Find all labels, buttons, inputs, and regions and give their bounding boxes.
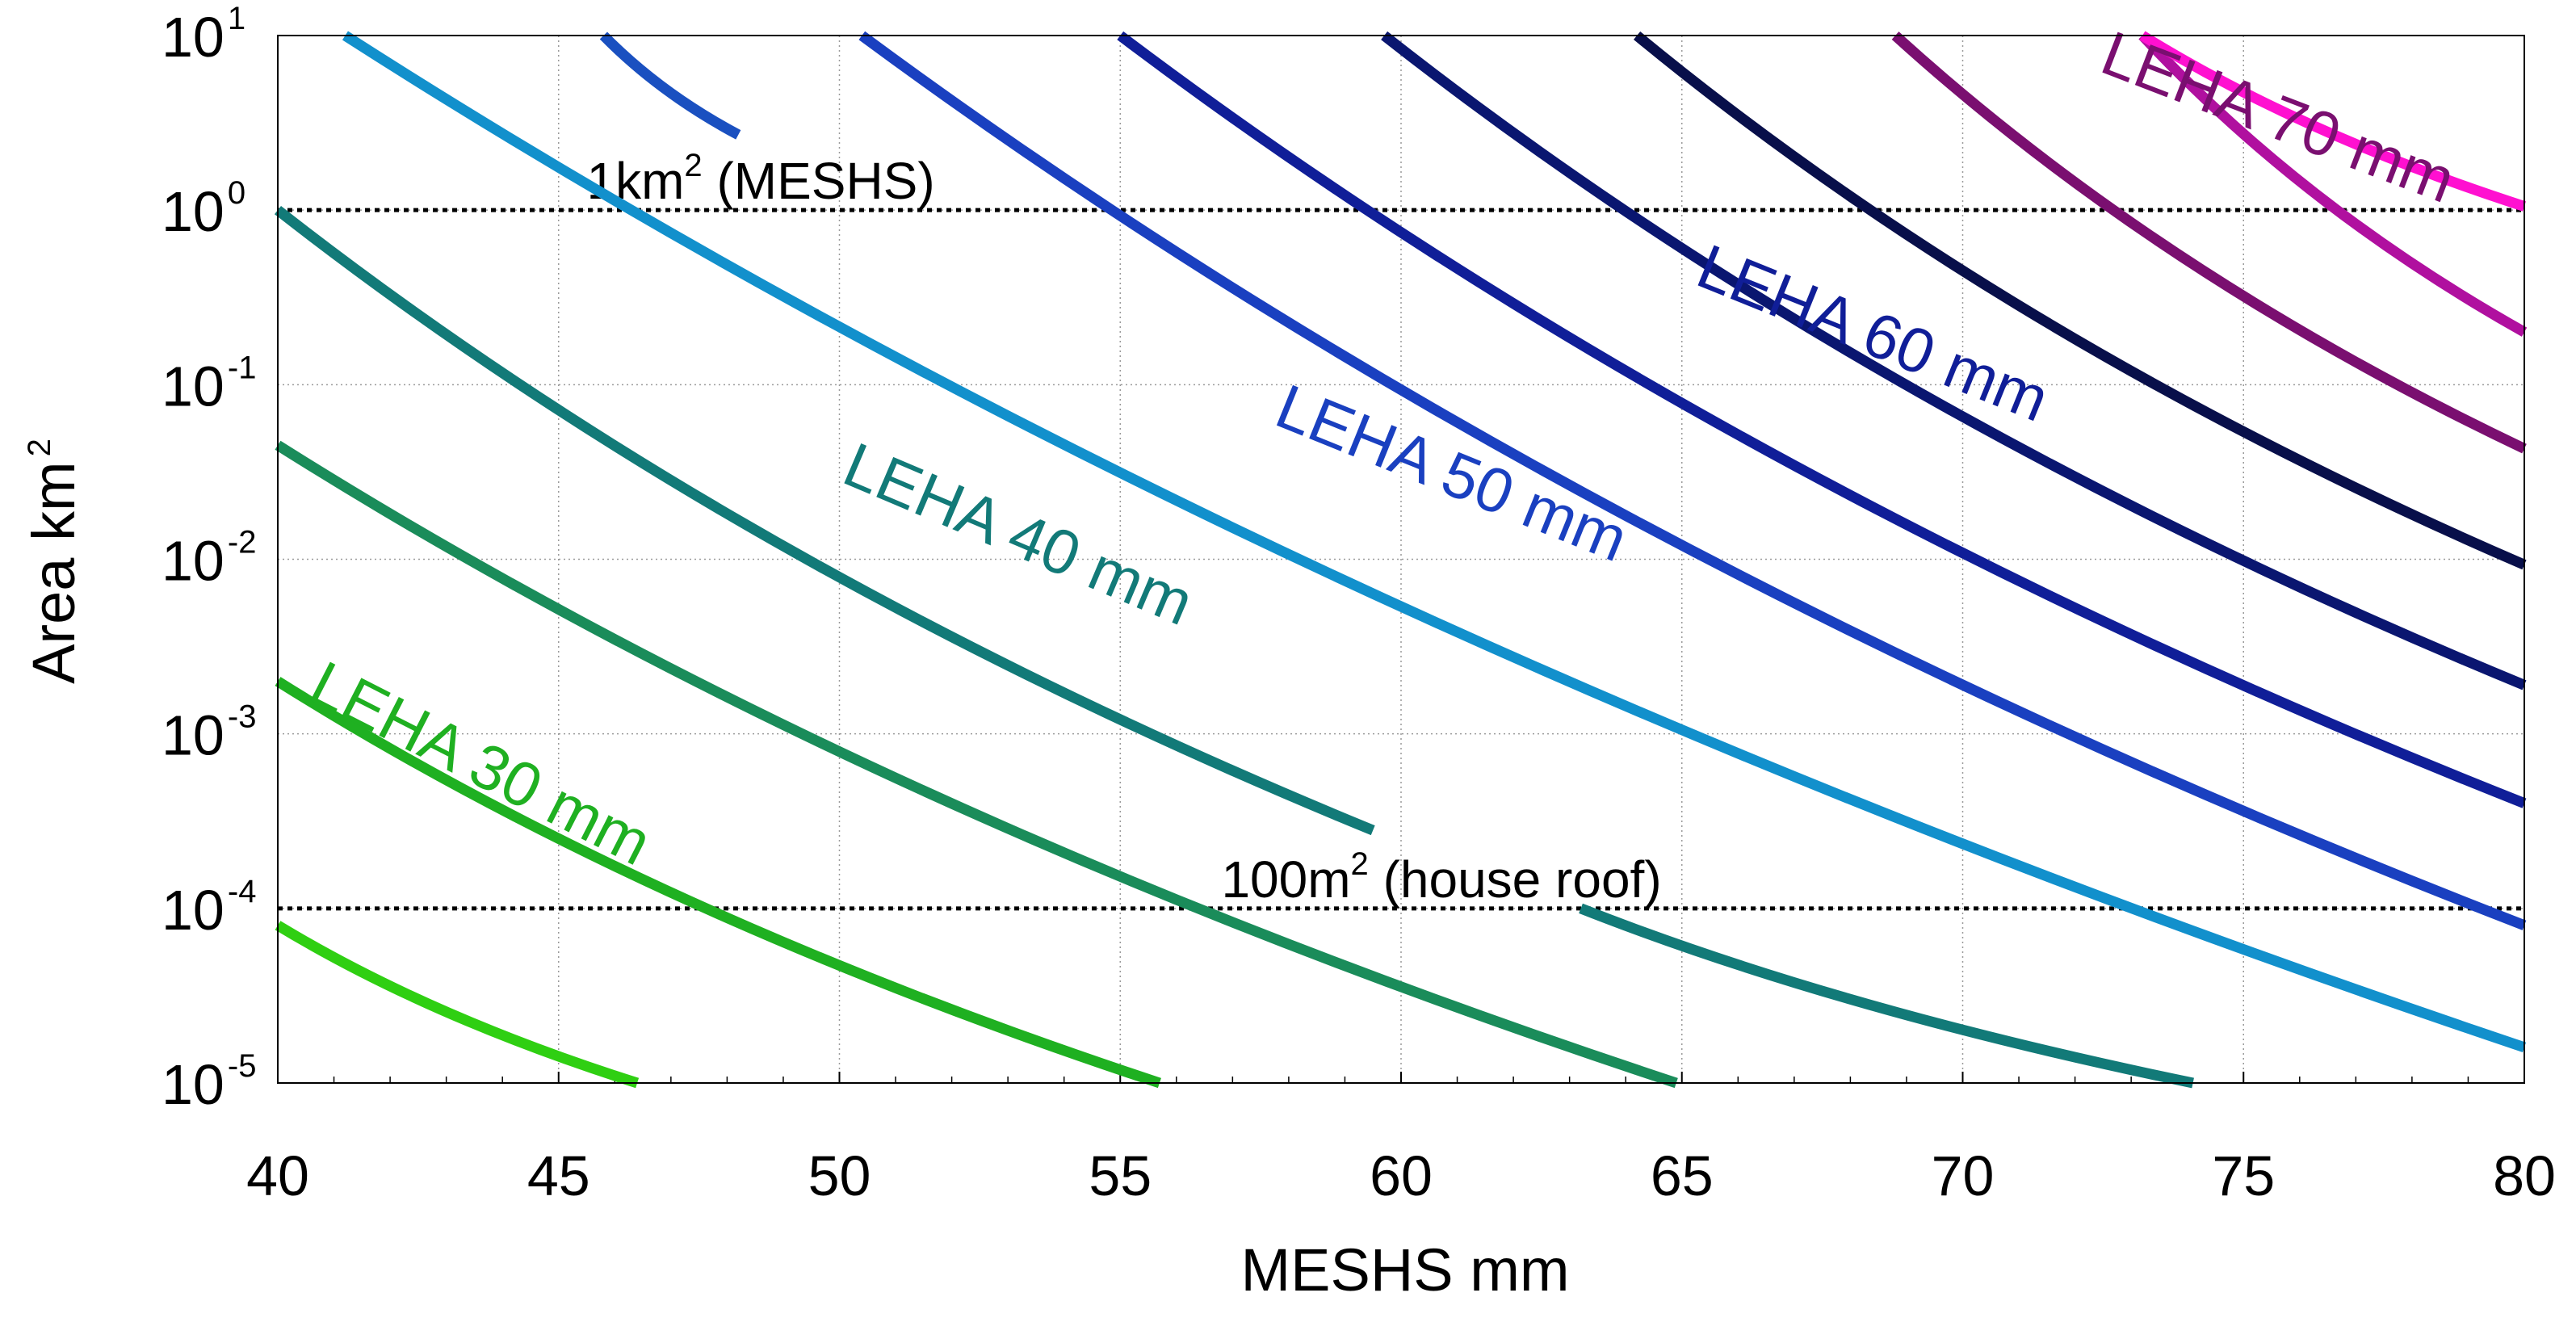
reference-line-label: 1km2 (MESHS): [587, 148, 935, 210]
series-line: [2138, 31, 2528, 337]
series-line: [1381, 31, 2527, 690]
series-label: LEHA 70 mm: [2092, 17, 2465, 216]
y-tick-label: 10 -3: [162, 699, 256, 767]
x-tick-label: 55: [1089, 1144, 1152, 1207]
series-line: [1891, 31, 2527, 454]
plot-frame: [277, 35, 2525, 1084]
series-line: [275, 677, 1161, 1089]
x-tick-label: 60: [1370, 1144, 1433, 1207]
series-line: [858, 31, 2527, 930]
series-line: [2139, 31, 2527, 212]
series-line: [1579, 903, 2194, 1089]
series-line: [275, 921, 640, 1089]
series-line: [275, 440, 1678, 1089]
y-tick-label: 10 -1: [162, 350, 256, 418]
series-label: LEHA 50 mm: [1267, 370, 1638, 575]
x-tick-label: 80: [2493, 1144, 2556, 1207]
x-tick-labels: 40 45 50 55 60 65 70 75 80: [246, 1144, 2556, 1207]
x-tick-label: 65: [1651, 1144, 1714, 1207]
y-tick-label: 10 1: [162, 1, 245, 69]
y-axis-label: Area km: [20, 461, 87, 684]
series-label: LEHA 60 mm: [1688, 230, 2058, 435]
x-tick-label: 50: [808, 1144, 871, 1207]
y-tick-label: 10 0: [162, 175, 245, 243]
y-tick-label: 10 -4: [162, 874, 256, 942]
series-line: [342, 31, 2527, 1053]
y-axis-label-exponent: 2: [22, 439, 57, 456]
series-lines: [274, 31, 2528, 1089]
y-axis-label-group: Area km 2: [20, 439, 87, 684]
x-tick-label: 45: [527, 1144, 590, 1207]
x-tick-label: 40: [246, 1144, 309, 1207]
series-label: LEHA 30 mm: [300, 647, 662, 879]
x-tick-label: 70: [1932, 1144, 1995, 1207]
reference-line-label: 100m2 (house roof): [1221, 846, 1661, 909]
y-tick-label: 10 -5: [162, 1048, 256, 1116]
series-line: [274, 206, 1375, 836]
series-line: [1117, 31, 2527, 808]
y-tick-label: 10 -2: [162, 525, 256, 593]
svg-text:Area km2: Area km 2: [20, 439, 87, 684]
series-line: [1633, 31, 2527, 570]
series-line: [599, 31, 741, 140]
x-axis-label: MESHS mm: [1241, 1236, 1570, 1303]
x-tick-label: 75: [2212, 1144, 2275, 1207]
reference-lines: 1km2 (MESHS) 100m2 (house roof): [278, 148, 2524, 911]
